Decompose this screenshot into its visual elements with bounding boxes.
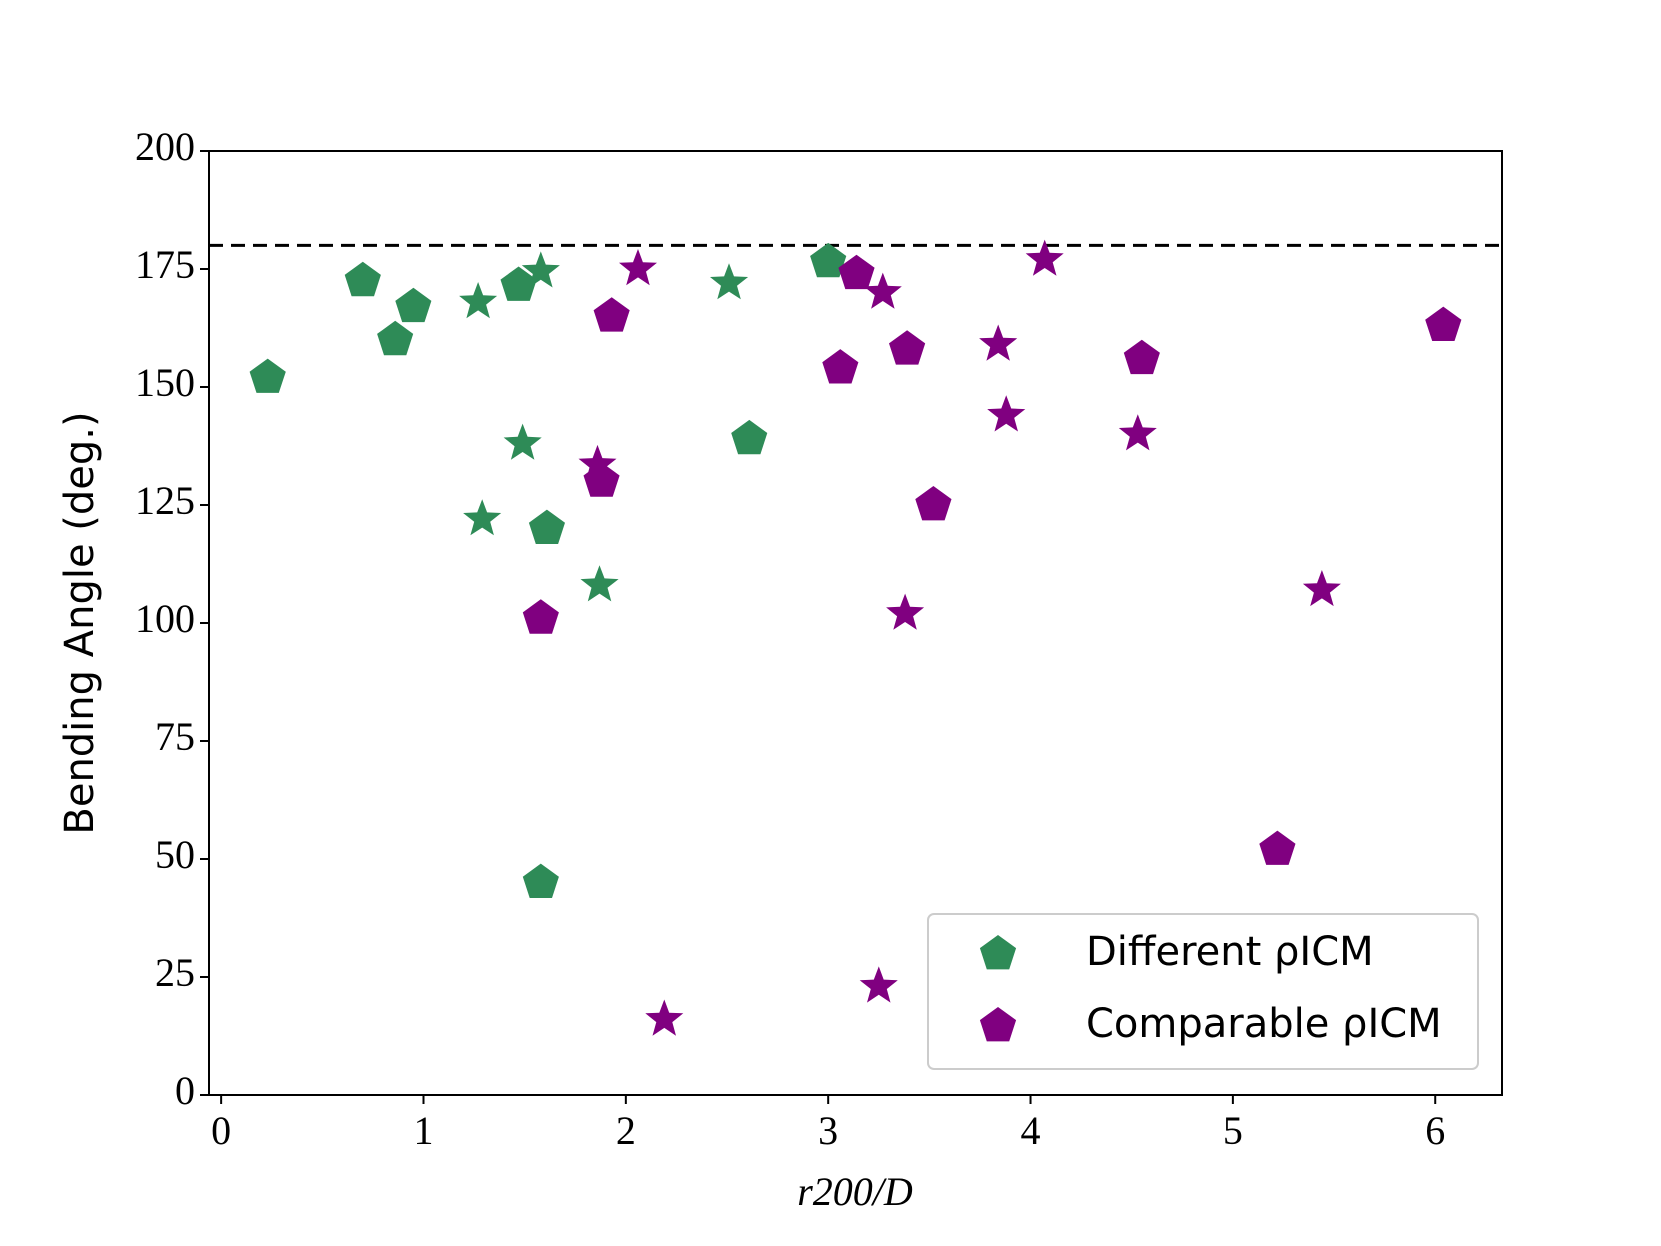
point	[838, 254, 875, 290]
point	[578, 444, 617, 482]
point	[1302, 570, 1341, 607]
point	[500, 266, 537, 301]
y-tick-label: 175	[135, 242, 195, 287]
point	[1118, 414, 1157, 451]
point	[645, 999, 684, 1036]
y-axis-label: Bending Angle (deg.)	[57, 411, 103, 834]
legend-marker	[979, 935, 1017, 970]
point	[863, 272, 902, 309]
x-tick-label: 5	[1223, 1108, 1243, 1153]
y-tick-label: 200	[135, 124, 195, 169]
point	[521, 251, 560, 288]
point	[822, 349, 859, 384]
point	[619, 249, 657, 286]
y-tick-label: 0	[175, 1068, 195, 1113]
legend-box	[927, 913, 1479, 1070]
x-tick-label: 1	[413, 1108, 433, 1153]
plot-frame	[208, 150, 1503, 1096]
y-tick-label: 75	[155, 714, 195, 759]
point	[1425, 306, 1462, 341]
point	[1259, 830, 1296, 865]
x-tick-label: 0	[211, 1108, 231, 1153]
point	[503, 423, 542, 460]
point	[249, 358, 286, 393]
y-tick-label: 25	[155, 950, 195, 995]
legend-label: Comparable ρICM	[1086, 1001, 1442, 1047]
y-tick-label: 125	[135, 478, 195, 523]
point	[810, 242, 847, 278]
point	[459, 282, 498, 319]
point	[593, 297, 630, 332]
x-tick-label: 2	[616, 1108, 636, 1153]
y-tick-label: 100	[135, 596, 195, 641]
point	[1025, 239, 1064, 276]
point	[987, 395, 1026, 432]
point	[710, 263, 749, 300]
point	[915, 486, 952, 521]
point	[731, 419, 768, 455]
x-axis-label: r200/D	[797, 1169, 913, 1214]
point	[522, 863, 559, 898]
point	[859, 966, 898, 1003]
point	[889, 330, 926, 365]
point	[528, 509, 565, 544]
point	[580, 565, 619, 602]
legend-marker	[979, 1007, 1017, 1042]
point	[1123, 339, 1160, 375]
point	[979, 324, 1018, 361]
point	[886, 593, 925, 630]
point	[522, 599, 559, 634]
x-tick-label: 3	[818, 1108, 838, 1153]
x-tick-label: 6	[1425, 1108, 1445, 1153]
y-tick-label: 50	[155, 832, 195, 877]
point	[395, 287, 432, 323]
point	[344, 261, 381, 297]
legend-label: Different ρICM	[1086, 929, 1374, 975]
point	[377, 320, 414, 356]
legend: Different ρICM Comparable ρICM	[927, 913, 1479, 1070]
y-tick-label: 150	[135, 360, 195, 405]
x-tick-label: 4	[1021, 1108, 1041, 1153]
point	[463, 499, 502, 536]
